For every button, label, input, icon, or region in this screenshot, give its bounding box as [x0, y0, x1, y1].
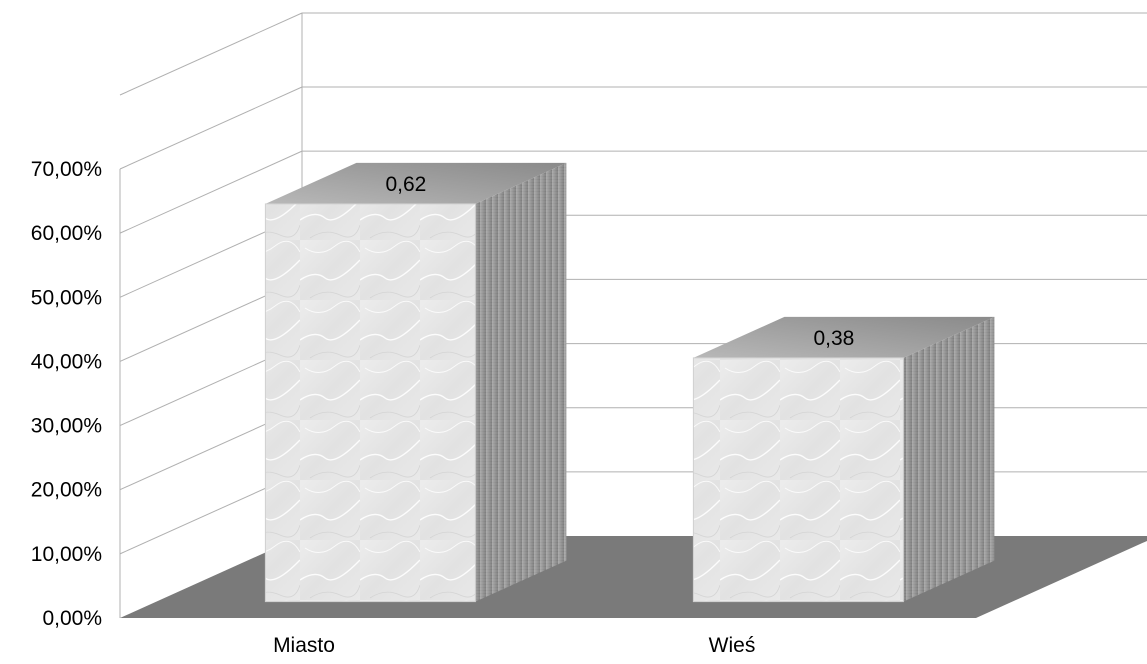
y-tick-label: 50,00% — [31, 286, 102, 309]
bar-side-face — [475, 162, 567, 602]
bar-wieś — [692, 316, 995, 603]
bar-top-face — [693, 316, 995, 358]
bar-front-face — [692, 357, 904, 603]
y-tick-label: 0,00% — [42, 607, 102, 630]
data-label: 0,62 — [385, 173, 426, 196]
gridline-side — [119, 150, 303, 234]
y-tick-label: 40,00% — [31, 350, 102, 373]
data-label: 0,38 — [813, 327, 854, 350]
bar-side-face — [903, 316, 995, 602]
bar-front-face — [264, 203, 476, 603]
y-tick-label: 60,00% — [31, 222, 102, 245]
y-tick-label: 10,00% — [31, 543, 102, 566]
bars — [264, 162, 995, 603]
x-axis-category-labels: Miasto Wieś — [273, 634, 755, 657]
x-category-label: Wieś — [709, 634, 756, 657]
data-labels: 0,62 0,38 — [385, 173, 854, 350]
bar-top-face — [265, 162, 567, 204]
y-tick-label: 20,00% — [31, 479, 102, 502]
bar-miasto — [264, 162, 567, 603]
left-wall-top-edge — [119, 12, 303, 96]
y-axis-tick-labels: 0,00% 10,00% 20,00% 30,00% 40,00% 50,00% 60,00… — [31, 158, 102, 630]
y-tick-label: 70,00% — [31, 158, 102, 181]
y-tick-label: 30,00% — [31, 415, 102, 438]
gridline-side — [119, 86, 303, 170]
x-category-label: Miasto — [273, 634, 335, 657]
